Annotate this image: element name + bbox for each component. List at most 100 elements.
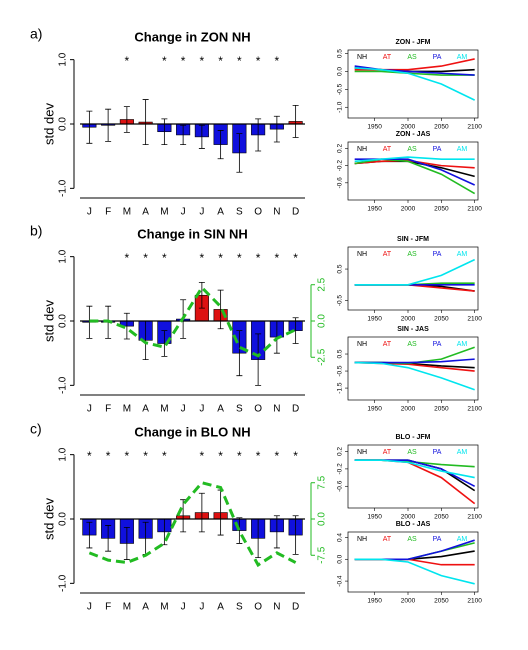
x-tick-label: 1950 [367, 124, 382, 131]
x-tick-label: F [105, 602, 111, 613]
x-tick-label: J [199, 207, 204, 218]
legend-label: NH [357, 341, 367, 348]
y-tick-label: -1.0 [337, 101, 344, 113]
legend-label: AS [407, 341, 417, 348]
y-tick-label: -1.0 [58, 376, 69, 394]
significance-star: * [237, 54, 242, 68]
legend-label: NH [357, 251, 367, 258]
significance-star: * [87, 449, 92, 463]
error-bar [86, 521, 93, 549]
y-tick-label: 0.4 [337, 533, 344, 542]
x-tick-label: 2000 [401, 124, 416, 131]
y-tick-label: -1.0 [58, 179, 69, 197]
legend-label: AS [407, 146, 417, 153]
chart-title: BLO - JAS [396, 521, 431, 528]
panel-label: c) [30, 421, 42, 437]
significance-star: * [256, 449, 261, 463]
x-tick-label: A [217, 404, 224, 415]
x-tick-label: 2050 [434, 206, 449, 213]
legend-label: NH [357, 536, 367, 543]
x-tick-label: 2050 [434, 406, 449, 413]
significance-star: * [125, 54, 130, 68]
x-tick-label: S [236, 602, 243, 613]
y-tick-label: 0.0 [58, 512, 69, 526]
x-tick-label: O [254, 602, 262, 613]
significance-star: * [125, 251, 130, 265]
y-tick-label: -0.5 [337, 365, 344, 377]
x-tick-label: J [181, 207, 186, 218]
significance-star: * [162, 54, 167, 68]
x-tick-label: 1950 [367, 598, 382, 605]
series-line [354, 358, 475, 364]
y2-tick-label: -2.5 [317, 348, 328, 366]
error-bar [292, 317, 299, 344]
legend-label: AT [383, 449, 392, 456]
x-tick-label: D [292, 207, 299, 218]
legend-label: PA [433, 146, 442, 153]
legend-label: PA [433, 54, 442, 61]
x-tick-label: J [181, 602, 186, 613]
y-axis-label: std dev [41, 103, 56, 145]
legend-label: AM [457, 251, 468, 258]
error-bar [142, 99, 149, 145]
error-bar [198, 124, 205, 149]
y-tick-label: 0.5 [337, 264, 344, 273]
x-tick-label: 1950 [367, 514, 382, 521]
legend-label: PA [433, 251, 442, 258]
plot-frame [347, 49, 479, 119]
x-tick-label: M [123, 602, 131, 613]
y-tick-label: -0.6 [337, 480, 344, 492]
y-tick-label: 1.0 [58, 52, 69, 66]
legend-label: PA [433, 341, 442, 348]
x-tick-label: A [142, 207, 149, 218]
significance-star: * [218, 449, 223, 463]
x-tick-label: 2000 [401, 514, 416, 521]
x-tick-label: D [292, 602, 299, 613]
significance-star: * [143, 449, 148, 463]
error-bar [86, 110, 93, 144]
y-tick-label: -1.0 [58, 574, 69, 592]
error-bar [292, 515, 299, 555]
error-bar [273, 515, 280, 549]
legend-label: AT [383, 341, 392, 348]
x-tick-label: N [273, 602, 280, 613]
error-bar [123, 526, 130, 560]
chart-title: BLO - JFM [396, 434, 431, 441]
x-tick-label: F [105, 207, 111, 218]
panel-label: a) [30, 26, 42, 42]
significance-star: * [293, 449, 298, 463]
x-tick-label: 2000 [401, 406, 416, 413]
y-axis-label: std dev [41, 498, 56, 540]
y2-tick-label: 7.5 [317, 475, 328, 489]
significance-star: * [218, 251, 223, 265]
error-bar [105, 108, 112, 142]
chart-title: SIN - JFM [397, 236, 429, 243]
error-bar [180, 124, 187, 145]
legend-label: PA [433, 449, 442, 456]
error-bar [255, 333, 262, 386]
y-tick-label: -0.5 [337, 83, 344, 95]
chart-title: Change in ZON NH [134, 29, 250, 44]
significance-star: * [162, 251, 167, 265]
x-tick-label: 2000 [401, 598, 416, 605]
x-tick-label: J [87, 207, 92, 218]
error-bar [236, 517, 243, 544]
legend-label: AM [457, 146, 468, 153]
x-tick-label: N [273, 207, 280, 218]
plot-frame [347, 444, 479, 509]
legend-label: NH [357, 449, 367, 456]
y-tick-label: 1.0 [58, 249, 69, 263]
chart-title: ZON - JAS [396, 131, 431, 138]
x-tick-label: M [123, 207, 131, 218]
series-line [354, 459, 475, 479]
significance-star: * [162, 449, 167, 463]
plot-frame [347, 141, 479, 201]
legend-label: AM [457, 54, 468, 61]
significance-star: * [143, 251, 148, 265]
series-line [354, 361, 475, 391]
panel-label: b) [30, 223, 42, 239]
significance-star: * [200, 251, 205, 265]
legend-label: NH [357, 146, 367, 153]
x-tick-label: A [217, 602, 224, 613]
x-tick-label: M [160, 207, 168, 218]
